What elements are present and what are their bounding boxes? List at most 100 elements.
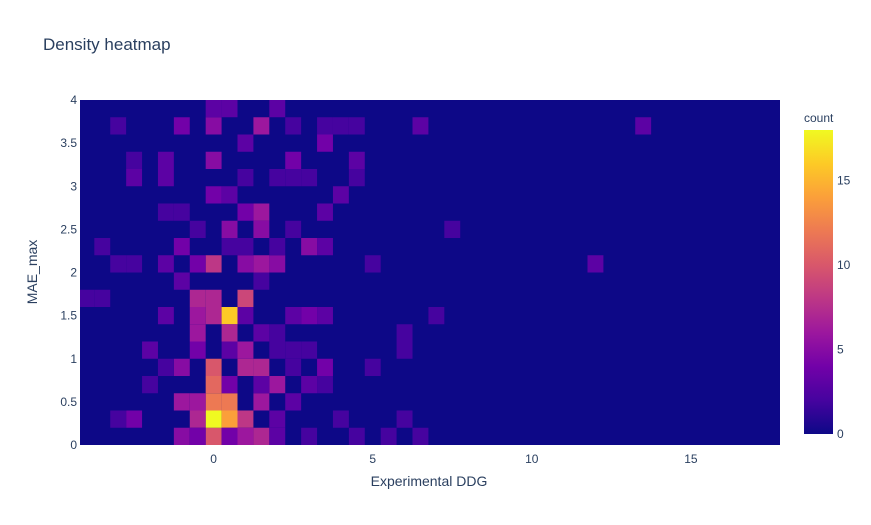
x-tick-label: 0 [210,452,217,466]
heatmap-cell [285,358,302,376]
heatmap-cell [189,324,206,342]
heatmap-cell [110,117,127,135]
heatmap-cell [285,341,302,359]
heatmap-cell [237,238,254,256]
heatmap-cell [348,169,365,187]
heatmap-cell [205,307,222,325]
heatmap-cell [317,358,333,376]
heatmap-cell [253,255,270,273]
heatmap-cell [237,134,254,152]
heatmap-cell [110,255,127,273]
heatmap-cell [253,220,270,238]
heatmap-cell [189,289,206,307]
heatmap-cell [301,169,318,187]
y-tick-label: 3.5 [60,136,77,150]
heatmap-cell [396,341,413,359]
heatmap-cell [237,358,254,376]
y-axis-ticks: 0 0.5 1 1.5 2 2.5 3 3.5 4 [60,93,77,452]
x-axis-ticks: 0 5 10 15 [210,452,698,466]
heatmap-cell [221,307,238,325]
heatmap-cell [221,427,238,445]
heatmap-cell [444,220,461,238]
heatmap-cell [301,376,318,394]
heatmap-cell [157,203,174,221]
heatmap-cell [205,427,222,445]
colorbar: count 0 5 10 15 [804,111,851,441]
heatmap-cell [173,272,190,290]
heatmap-cell [157,169,174,187]
heatmap-cell [253,358,270,376]
heatmap-cell [348,117,365,135]
heatmap-cell [285,220,302,238]
heatmap-cell [189,220,206,238]
heatmap-cell [253,393,270,411]
heatmap-cell [221,393,238,411]
heatmap-cell [253,272,270,290]
heatmap-cell [269,341,286,359]
heatmap-cell [237,410,254,428]
heatmap-cell [317,203,333,221]
y-tick-label: 4 [70,93,77,107]
x-tick-label: 10 [525,452,539,466]
heatmap-cell [412,427,429,445]
heatmap-cell [205,289,222,307]
heatmap-cell [205,117,222,135]
heatmap-cell [317,134,333,152]
heatmap-cell [269,324,286,342]
y-axis-title: MAE_max [24,240,40,305]
heatmap-cell [126,410,143,428]
heatmap-cell [126,151,143,169]
heatmap-cell [221,100,238,118]
heatmap-cell [110,410,127,428]
heatmap-cell [221,220,238,238]
heatmap-cell [221,376,238,394]
heatmap-cell [189,341,206,359]
heatmap-cell [189,307,206,325]
heatmap-cell [237,289,254,307]
heatmap-cell [332,410,349,428]
heatmap-cell [221,410,238,428]
heatmap-cell [253,427,270,445]
heatmap-cell [317,238,333,256]
heatmap-cell [285,169,302,187]
heatmap-cell [237,169,254,187]
heatmap-cell [173,393,190,411]
x-tick-label: 5 [369,452,376,466]
heatmap-cell [348,427,365,445]
y-tick-label: 2.5 [60,222,77,236]
heatmap-cell [221,186,238,204]
heatmap-cell [205,186,222,204]
heatmap-cell [348,151,365,169]
heatmap-cell [237,307,254,325]
heatmap-cell [253,117,270,135]
heatmap-cell [428,307,445,325]
y-tick-label: 1.5 [60,309,77,323]
heatmap-cell [301,341,318,359]
heatmap-cell [205,151,222,169]
heatmap-cell [285,117,302,135]
heatmap-cell [126,255,143,273]
heatmap-cell [221,341,238,359]
heatmap-cell [253,324,270,342]
heatmap-cell [189,427,206,445]
y-tick-label: 0.5 [60,395,77,409]
heatmap-cell [142,376,158,394]
x-tick-label: 15 [684,452,698,466]
heatmap-cell [332,186,349,204]
heatmap-cell [269,376,286,394]
y-tick-label: 1 [70,352,77,366]
plot-area [80,100,780,445]
heatmap-cell [285,151,302,169]
heatmap-cell [253,203,270,221]
heatmap-cell [126,169,143,187]
heatmap-cell [253,376,270,394]
colorbar-tick-label: 15 [837,174,851,188]
heatmap-cell [94,289,111,307]
heatmap-cell [269,410,286,428]
heatmap-cell [237,427,254,445]
y-tick-label: 0 [70,438,77,452]
heatmap-cell [301,307,318,325]
heatmap-cell [380,427,397,445]
heatmap-cell [173,117,190,135]
